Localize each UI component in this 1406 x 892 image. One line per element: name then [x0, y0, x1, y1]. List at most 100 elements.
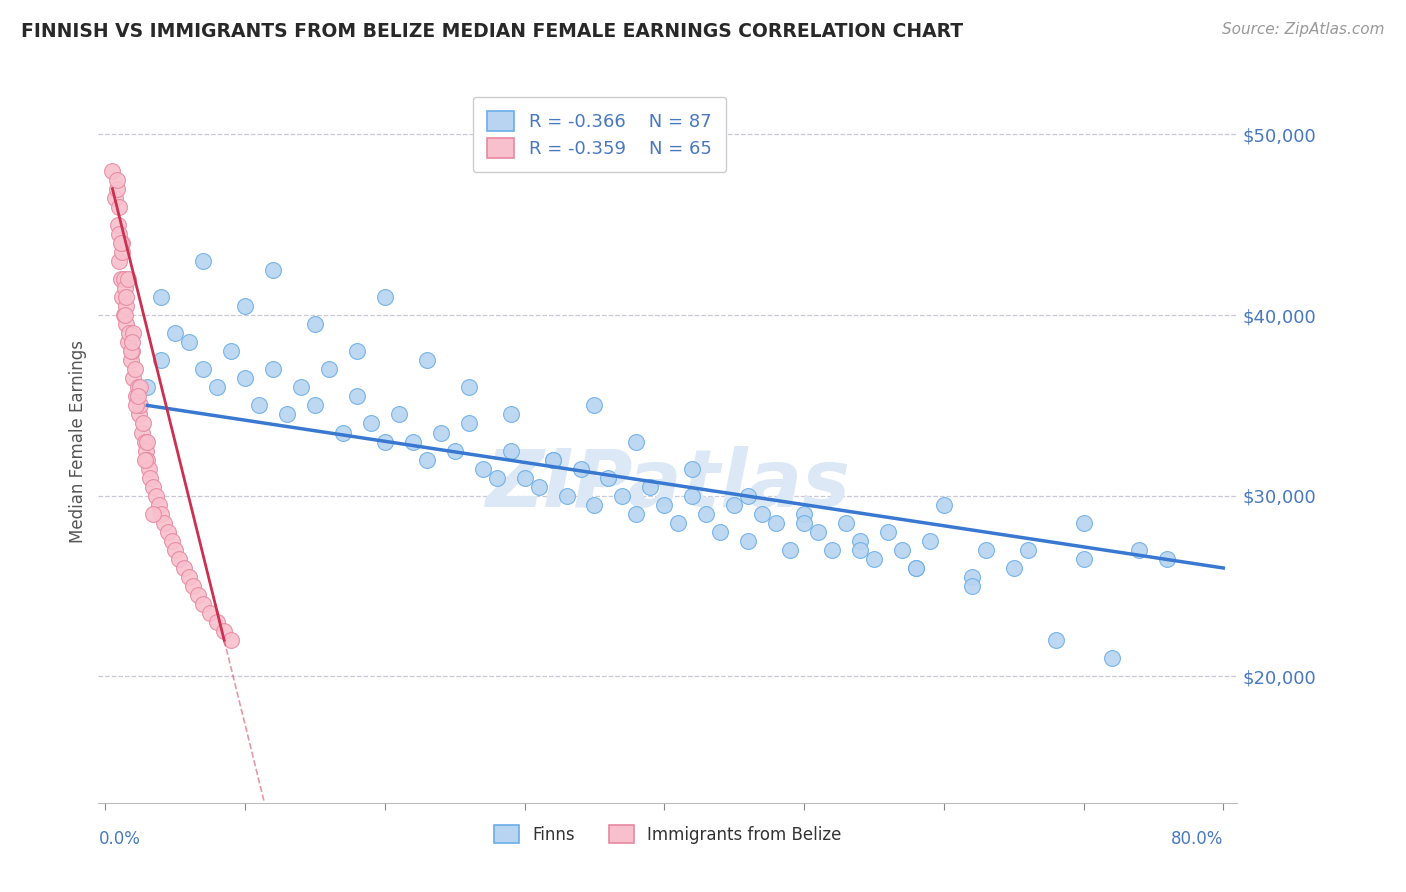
Point [139, 471, 162, 485]
Point [108, 254, 131, 268]
Point [304, 398, 326, 412]
Y-axis label: Median Female Earnings: Median Female Earnings [69, 340, 87, 543]
Point [388, 408, 411, 422]
Point [105, 172, 128, 186]
Point [374, 434, 396, 449]
Point [402, 434, 425, 449]
Point [499, 443, 522, 458]
Text: ZIPatlas: ZIPatlas [485, 446, 851, 524]
Point [890, 542, 912, 557]
Point [205, 615, 228, 630]
Point [153, 516, 176, 530]
Point [150, 353, 173, 368]
Point [737, 489, 759, 503]
Point [138, 461, 160, 475]
Point [751, 507, 773, 521]
Point [360, 417, 382, 431]
Point [1101, 651, 1123, 665]
Point [821, 542, 844, 557]
Point [107, 218, 129, 232]
Point [974, 542, 997, 557]
Point [332, 425, 354, 440]
Point [205, 380, 228, 394]
Point [121, 344, 143, 359]
Point [120, 344, 142, 359]
Point [193, 254, 215, 268]
Point [129, 398, 152, 412]
Point [654, 498, 676, 512]
Point [541, 452, 564, 467]
Text: 80.0%: 80.0% [1171, 830, 1223, 848]
Point [723, 498, 745, 512]
Point [765, 516, 787, 530]
Point [142, 480, 165, 494]
Point [193, 362, 215, 376]
Point [457, 417, 479, 431]
Point [499, 408, 522, 422]
Point [108, 200, 131, 214]
Point [200, 606, 222, 620]
Point [457, 380, 479, 394]
Point [960, 570, 983, 584]
Point [612, 489, 634, 503]
Point [541, 452, 564, 467]
Point [101, 163, 124, 178]
Point [709, 524, 731, 539]
Point [681, 461, 703, 475]
Point [849, 542, 872, 557]
Point [904, 561, 927, 575]
Point [1017, 542, 1039, 557]
Point [115, 317, 138, 331]
Point [849, 533, 872, 548]
Point [527, 480, 550, 494]
Point [111, 290, 134, 304]
Point [1073, 516, 1095, 530]
Point [681, 489, 703, 503]
Point [125, 398, 148, 412]
Point [569, 461, 592, 475]
Point [429, 425, 451, 440]
Point [179, 570, 201, 584]
Point [169, 552, 191, 566]
Point [1045, 633, 1067, 648]
Point [128, 408, 150, 422]
Text: 0.0%: 0.0% [98, 830, 141, 848]
Point [443, 443, 465, 458]
Point [142, 507, 165, 521]
Point [132, 417, 155, 431]
Point [157, 524, 180, 539]
Point [122, 326, 145, 341]
Point [110, 235, 132, 250]
Point [276, 408, 298, 422]
Point [165, 326, 187, 341]
Point [145, 489, 167, 503]
Point [111, 244, 134, 259]
Point [471, 461, 494, 475]
Point [187, 588, 209, 602]
Point [807, 524, 830, 539]
Point [262, 362, 284, 376]
Point [110, 272, 132, 286]
Point [127, 389, 149, 403]
Point [346, 389, 368, 403]
Point [695, 507, 717, 521]
Point [183, 579, 205, 593]
Point [150, 507, 173, 521]
Point [150, 290, 173, 304]
Point [148, 498, 170, 512]
Point [179, 335, 201, 350]
Point [793, 516, 815, 530]
Point [737, 533, 759, 548]
Point [960, 579, 983, 593]
Point [626, 434, 648, 449]
Point [129, 380, 152, 394]
Point [626, 507, 648, 521]
Point [1073, 552, 1095, 566]
Point [219, 633, 242, 648]
Point [111, 235, 134, 250]
Point [135, 443, 157, 458]
Point [125, 389, 148, 403]
Point [162, 533, 184, 548]
Point [485, 471, 508, 485]
Point [583, 498, 606, 512]
